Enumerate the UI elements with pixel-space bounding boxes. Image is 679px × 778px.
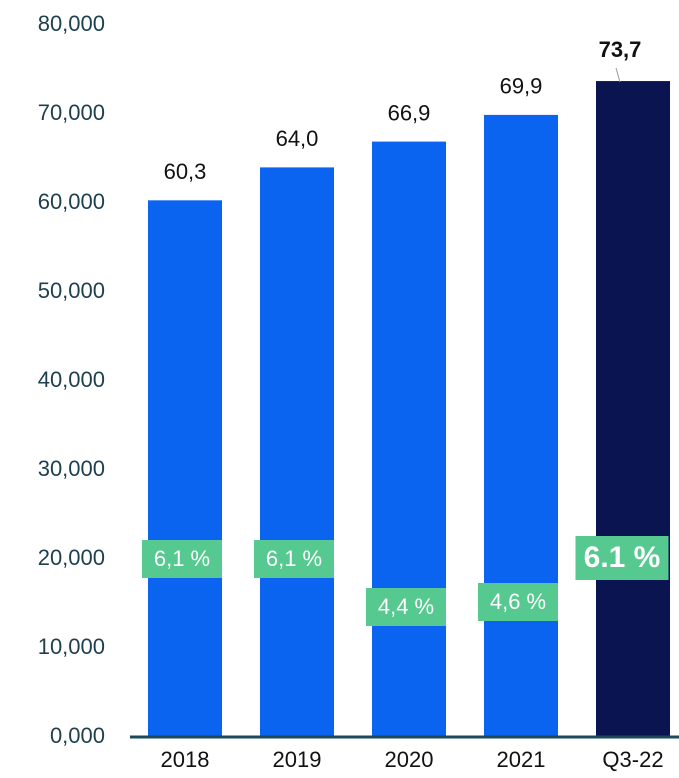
leader-line bbox=[615, 67, 621, 83]
x-tick-label: Q3-22 bbox=[602, 747, 663, 772]
bar bbox=[596, 81, 670, 737]
growth-label: 4,6 % bbox=[490, 589, 546, 614]
growth-label: 6.1 % bbox=[584, 541, 661, 574]
bar bbox=[372, 141, 446, 738]
bar bbox=[260, 167, 334, 737]
y-tick-label: 0,000 bbox=[50, 723, 105, 748]
growth-box bbox=[366, 588, 446, 626]
y-tick-label: 20,000 bbox=[38, 545, 105, 570]
x-tick-label: 2019 bbox=[273, 747, 322, 772]
growth-label: 6,1 % bbox=[266, 546, 322, 571]
growth-label: 6,1 % bbox=[154, 546, 210, 571]
growth-box bbox=[254, 540, 334, 578]
x-tick-label: 2018 bbox=[161, 747, 210, 772]
y-tick-label: 30,000 bbox=[38, 456, 105, 481]
y-tick-label: 40,000 bbox=[38, 367, 105, 392]
y-tick-label: 10,000 bbox=[38, 634, 105, 659]
y-tick-label: 70,000 bbox=[38, 100, 105, 125]
bar bbox=[148, 200, 222, 737]
bar bbox=[484, 114, 558, 737]
value-label: 73,7 bbox=[599, 37, 642, 62]
value-label: 60,3 bbox=[164, 159, 207, 184]
growth-box bbox=[575, 536, 669, 580]
y-tick-label: 60,000 bbox=[38, 189, 105, 214]
y-tick-label: 50,000 bbox=[38, 278, 105, 303]
growth-box bbox=[142, 540, 222, 578]
value-label: 64,0 bbox=[276, 126, 319, 151]
value-label: 69,9 bbox=[500, 74, 543, 99]
value-label: 66,9 bbox=[388, 100, 431, 125]
x-tick-label: 2020 bbox=[385, 747, 434, 772]
y-tick-label: 80,000 bbox=[38, 11, 105, 36]
x-tick-label: 2021 bbox=[497, 747, 546, 772]
growth-label: 4,4 % bbox=[378, 594, 434, 619]
growth-box bbox=[478, 583, 558, 621]
